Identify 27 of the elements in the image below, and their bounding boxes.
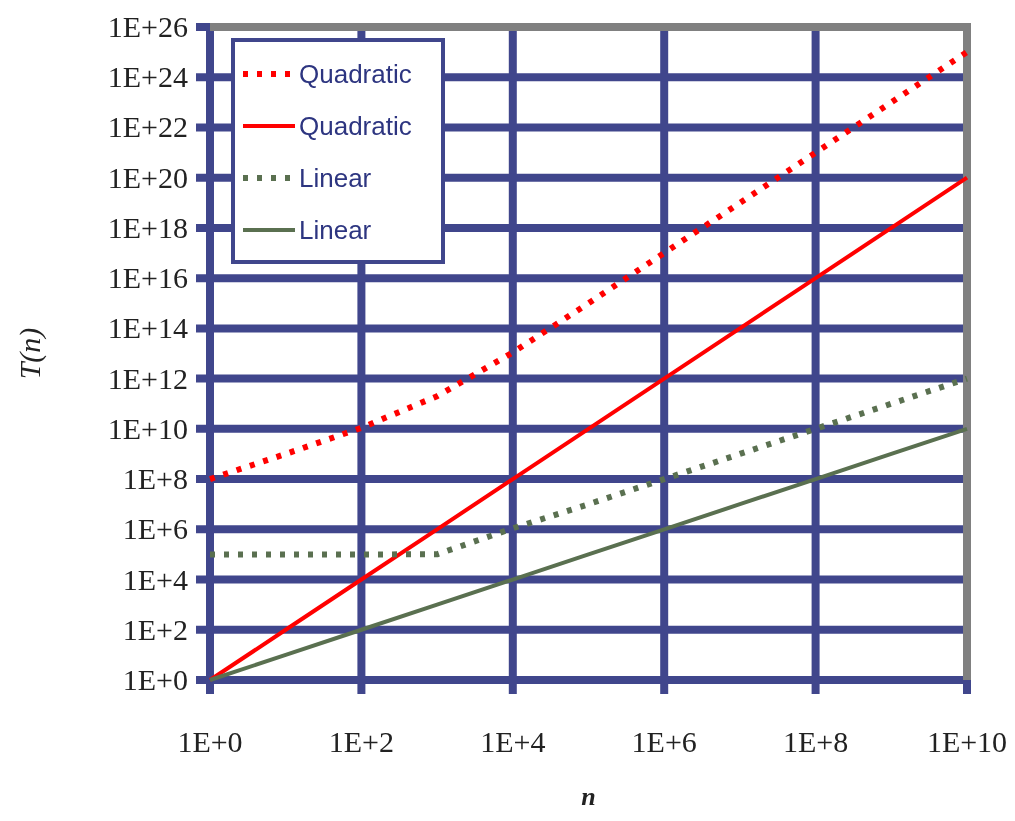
x-tick-label: 1E+4 bbox=[480, 725, 546, 758]
legend-label: Quadratic bbox=[299, 59, 412, 89]
y-tick-label: 1E+16 bbox=[107, 261, 188, 295]
y-tick-label: 1E+24 bbox=[107, 60, 188, 94]
x-tick-label: 1E+0 bbox=[177, 725, 243, 758]
y-tick-label: 1E+6 bbox=[122, 512, 188, 546]
y-tick-label: 1E+18 bbox=[107, 210, 188, 244]
y-tick-label: 1E+2 bbox=[122, 612, 188, 646]
y-tick-label: 1E+8 bbox=[122, 462, 188, 496]
legend-label: Quadratic bbox=[299, 111, 412, 141]
line-series bbox=[208, 426, 969, 682]
x-tick-label: 1E+2 bbox=[328, 725, 395, 758]
legend-label: Linear bbox=[299, 215, 372, 245]
y-axis-title: T(n) bbox=[13, 327, 47, 380]
y-tick-label: 1E+0 bbox=[122, 663, 188, 696]
x-tick-label: 1E+8 bbox=[782, 725, 849, 758]
x-tick-label: 1E+10 bbox=[926, 725, 1008, 758]
y-tick-label: 1E+26 bbox=[107, 10, 188, 43]
y-tick-label: 1E+12 bbox=[107, 361, 188, 395]
y-tick-label: 1E+20 bbox=[107, 160, 188, 194]
x-tick-label: 1E+6 bbox=[631, 725, 697, 758]
y-tick-label: 1E+4 bbox=[122, 562, 188, 596]
legend-label: Linear bbox=[299, 163, 372, 193]
y-tick-label: 1E+22 bbox=[107, 110, 188, 144]
y-tick-label: 1E+14 bbox=[107, 311, 188, 345]
y-tick-label: 1E+10 bbox=[107, 411, 188, 445]
x-axis-title: n bbox=[581, 782, 596, 811]
